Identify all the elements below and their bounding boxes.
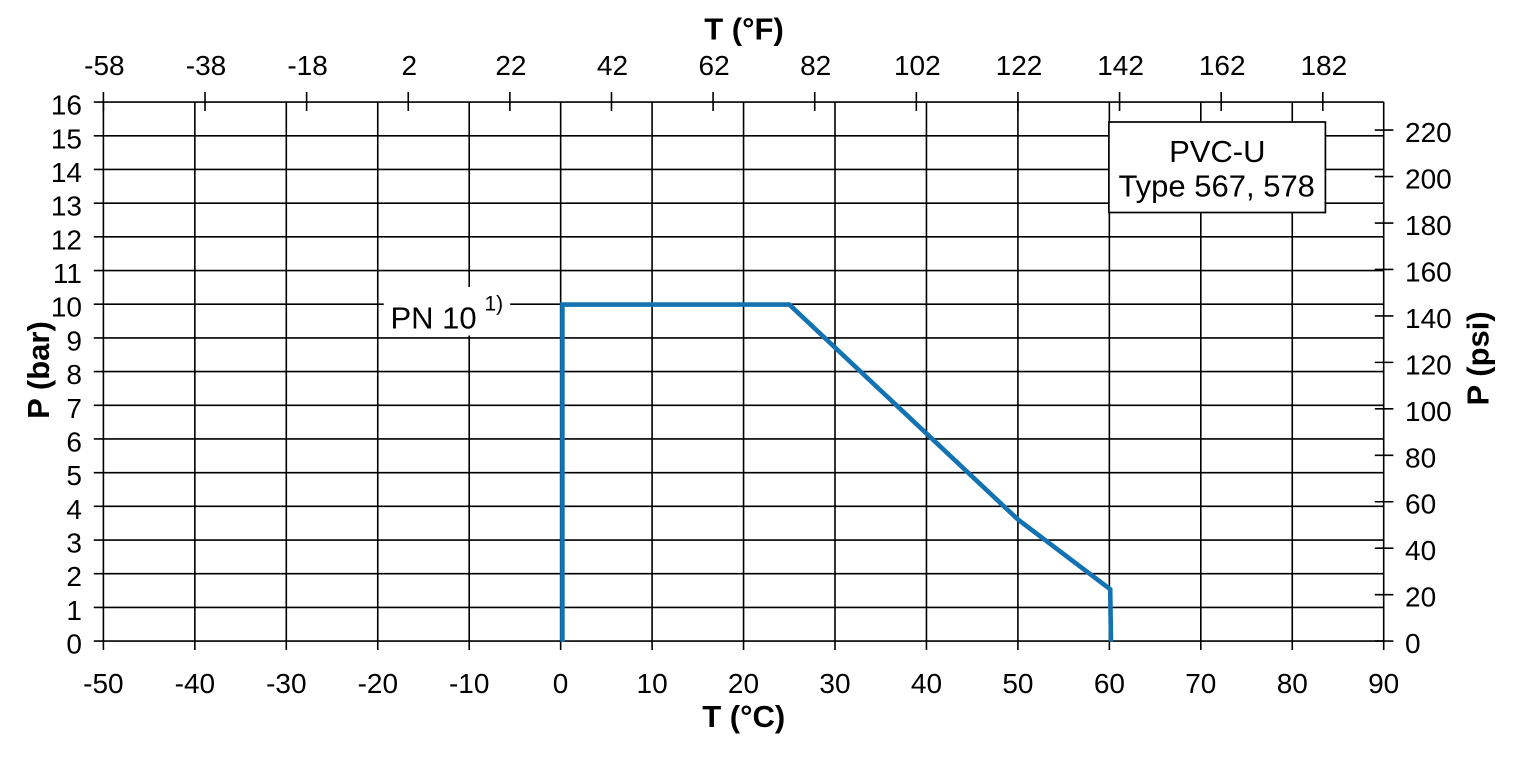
svg-text:9: 9 — [66, 325, 82, 356]
svg-text:100: 100 — [1405, 396, 1452, 427]
svg-text:2: 2 — [66, 561, 82, 592]
svg-text:90: 90 — [1368, 668, 1399, 699]
svg-text:122: 122 — [996, 50, 1043, 81]
svg-text:6: 6 — [66, 427, 82, 458]
svg-text:13: 13 — [51, 191, 82, 222]
svg-text:-38: -38 — [186, 50, 226, 81]
svg-text:20: 20 — [728, 668, 759, 699]
svg-text:30: 30 — [819, 668, 850, 699]
svg-text:PN 10: PN 10 — [391, 301, 477, 336]
svg-text:4: 4 — [66, 494, 82, 525]
svg-text:P (psi): P (psi) — [1461, 311, 1496, 405]
svg-text:0: 0 — [553, 668, 569, 699]
svg-text:-30: -30 — [266, 668, 306, 699]
svg-text:180: 180 — [1405, 210, 1452, 241]
svg-text:0: 0 — [66, 629, 82, 660]
svg-text:182: 182 — [1300, 50, 1347, 81]
svg-text:40: 40 — [911, 668, 942, 699]
svg-text:-50: -50 — [83, 668, 123, 699]
svg-text:3: 3 — [66, 528, 82, 559]
svg-text:80: 80 — [1277, 668, 1308, 699]
svg-text:2: 2 — [402, 50, 418, 81]
svg-text:5: 5 — [66, 460, 82, 491]
svg-text:12: 12 — [51, 224, 82, 255]
svg-text:82: 82 — [800, 50, 831, 81]
svg-text:142: 142 — [1097, 50, 1144, 81]
svg-text:200: 200 — [1405, 164, 1452, 195]
svg-text:-40: -40 — [175, 668, 215, 699]
svg-text:PVC-U: PVC-U — [1169, 134, 1265, 169]
svg-text:50: 50 — [1002, 668, 1033, 699]
svg-text:140: 140 — [1405, 303, 1452, 334]
svg-text:14: 14 — [51, 157, 82, 188]
svg-text:P (bar): P (bar) — [21, 321, 56, 419]
svg-text:160: 160 — [1405, 257, 1452, 288]
svg-text:42: 42 — [597, 50, 628, 81]
svg-text:1: 1 — [66, 595, 82, 626]
svg-text:102: 102 — [894, 50, 941, 81]
svg-text:T (°F): T (°F) — [704, 12, 784, 47]
svg-text:7: 7 — [66, 393, 82, 424]
svg-text:40: 40 — [1405, 535, 1436, 566]
svg-text:Type 567, 578: Type 567, 578 — [1118, 168, 1315, 203]
svg-text:10: 10 — [637, 668, 668, 699]
svg-text:1): 1) — [485, 293, 504, 316]
svg-text:0: 0 — [1405, 628, 1421, 659]
svg-text:T (°C): T (°C) — [702, 699, 785, 734]
svg-text:60: 60 — [1405, 489, 1436, 520]
svg-text:-18: -18 — [287, 50, 327, 81]
svg-text:220: 220 — [1405, 117, 1452, 148]
svg-text:-10: -10 — [449, 668, 489, 699]
svg-text:60: 60 — [1094, 668, 1125, 699]
svg-text:80: 80 — [1405, 442, 1436, 473]
svg-text:62: 62 — [699, 50, 730, 81]
svg-text:162: 162 — [1199, 50, 1246, 81]
svg-text:16: 16 — [51, 90, 82, 121]
svg-text:15: 15 — [51, 123, 82, 154]
svg-text:-58: -58 — [84, 50, 124, 81]
svg-text:20: 20 — [1405, 582, 1436, 613]
svg-text:22: 22 — [495, 50, 526, 81]
svg-text:11: 11 — [53, 258, 82, 289]
svg-text:10: 10 — [51, 292, 82, 323]
svg-text:120: 120 — [1405, 349, 1452, 380]
svg-text:8: 8 — [66, 359, 82, 390]
svg-text:70: 70 — [1185, 668, 1216, 699]
svg-text:-20: -20 — [358, 668, 398, 699]
